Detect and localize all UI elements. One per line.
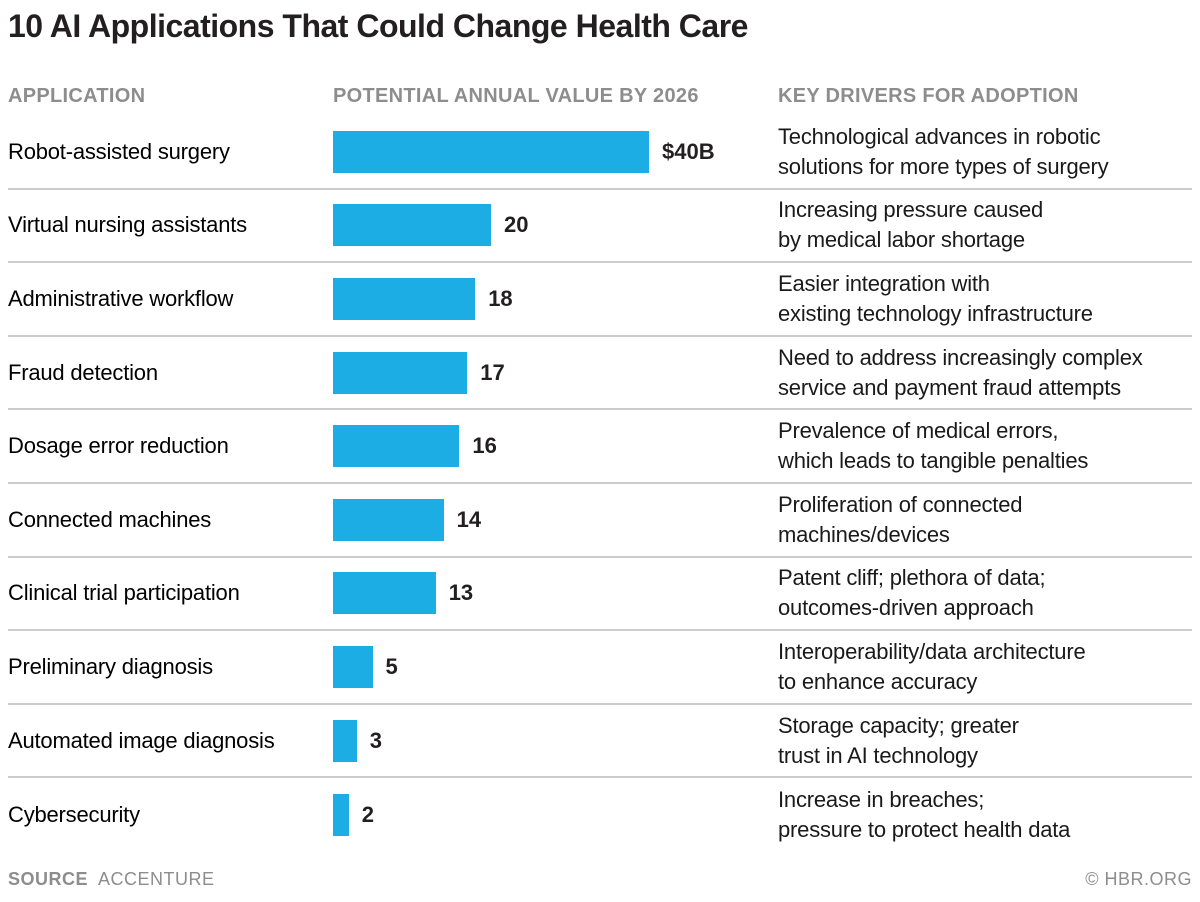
value-bar bbox=[333, 425, 460, 468]
page-title: 10 AI Applications That Could Change Hea… bbox=[8, 8, 748, 44]
bar-cell: 2 bbox=[333, 778, 778, 852]
driver-line: which leads to tangible penalties bbox=[778, 448, 1089, 474]
bar-value-label: 2 bbox=[361, 802, 375, 828]
bar-cell: 17 bbox=[333, 337, 778, 409]
bar-cell: 3 bbox=[333, 705, 778, 777]
driver-text: Increasing pressure caused by medical la… bbox=[778, 195, 1192, 255]
bar-value-label: 18 bbox=[488, 285, 513, 311]
source-label: SOURCE bbox=[8, 868, 89, 889]
driver-line: Increasing pressure caused bbox=[778, 197, 1044, 223]
table-row: Preliminary diagnosis 5 Interoperability… bbox=[8, 631, 1192, 705]
driver-text: Interoperability/data architecture to en… bbox=[778, 637, 1192, 697]
application-label: Administrative workflow bbox=[8, 285, 234, 311]
bar-value-label: 16 bbox=[472, 433, 497, 459]
value-bar bbox=[333, 130, 649, 173]
column-header-application: APPLICATION bbox=[8, 85, 146, 107]
source-attribution: SOURCE ACCENTURE bbox=[8, 869, 215, 890]
credit-label: © HBR.ORG bbox=[1085, 868, 1192, 889]
driver-line: existing technology infrastructure bbox=[778, 300, 1093, 326]
driver-line: to enhance accuracy bbox=[778, 668, 978, 694]
application-label: Dosage error reduction bbox=[8, 433, 229, 459]
driver-text: Proliferation of connected machines/devi… bbox=[778, 490, 1192, 550]
driver-line: Need to address increasingly complex bbox=[778, 344, 1143, 370]
application-label: Automated image diagnosis bbox=[8, 727, 275, 753]
bar-value-label: 20 bbox=[504, 212, 529, 238]
application-label: Fraud detection bbox=[8, 359, 158, 385]
driver-text: Patent cliff; plethora of data; outcomes… bbox=[778, 563, 1192, 623]
value-bar bbox=[333, 719, 357, 762]
bar-value-label: $40B bbox=[662, 138, 715, 164]
driver-line: machines/devices bbox=[778, 521, 950, 547]
application-label: Cybersecurity bbox=[8, 802, 140, 828]
value-bar bbox=[333, 645, 373, 688]
driver-line: outcomes-driven approach bbox=[778, 595, 1034, 621]
value-bar bbox=[333, 204, 491, 247]
application-label: Virtual nursing assistants bbox=[8, 212, 247, 238]
value-bar bbox=[333, 794, 349, 837]
table-row: Automated image diagnosis 3 Storage capa… bbox=[8, 705, 1192, 779]
table-row: Robot-assisted surgery $40B Technologica… bbox=[8, 116, 1192, 190]
chart-rows: Robot-assisted surgery $40B Technologica… bbox=[8, 116, 1192, 852]
column-headers: APPLICATION POTENTIAL ANNUAL VALUE BY 20… bbox=[8, 85, 1192, 108]
bar-cell: 18 bbox=[333, 263, 778, 335]
driver-line: service and payment fraud attempts bbox=[778, 374, 1121, 400]
bar-value-label: 14 bbox=[456, 506, 482, 532]
driver-line: solutions for more types of surgery bbox=[778, 153, 1109, 179]
bar-cell: 16 bbox=[333, 410, 778, 482]
table-row: Virtual nursing assistants 20 Increasing… bbox=[8, 190, 1192, 264]
footer: SOURCE ACCENTURE © HBR.ORG bbox=[8, 869, 1192, 890]
value-bar bbox=[333, 572, 436, 615]
value-bar bbox=[333, 351, 468, 394]
column-header-value: POTENTIAL ANNUAL VALUE BY 2026 bbox=[333, 85, 699, 107]
table-row: Administrative workflow 18 Easier integr… bbox=[8, 263, 1192, 337]
bar-cell: 13 bbox=[333, 558, 778, 630]
driver-line: Patent cliff; plethora of data; bbox=[778, 565, 1046, 591]
source-value: ACCENTURE bbox=[98, 868, 215, 889]
table-row: Cybersecurity 2 Increase in breaches; pr… bbox=[8, 778, 1192, 852]
bar-value-label: 5 bbox=[385, 653, 398, 679]
bar-cell: 5 bbox=[333, 631, 778, 703]
driver-text: Technological advances in robotic soluti… bbox=[778, 122, 1192, 182]
bar-value-label: 13 bbox=[448, 580, 474, 606]
driver-line: Technological advances in robotic bbox=[778, 123, 1101, 149]
driver-line: Prevalence of medical errors, bbox=[778, 418, 1059, 444]
table-row: Connected machines 14 Proliferation of c… bbox=[8, 484, 1192, 558]
driver-line: Increase in breaches; bbox=[778, 787, 985, 813]
column-header-drivers: KEY DRIVERS FOR ADOPTION bbox=[778, 85, 1079, 107]
bar-value-label: 17 bbox=[480, 359, 505, 385]
driver-text: Storage capacity; greater trust in AI te… bbox=[778, 711, 1192, 771]
driver-line: Easier integration with bbox=[778, 270, 990, 296]
driver-text: Increase in breaches; pressure to protec… bbox=[778, 785, 1192, 845]
driver-line: by medical labor shortage bbox=[778, 227, 1025, 253]
driver-line: pressure to protect health data bbox=[778, 817, 1071, 843]
table-row: Clinical trial participation 13 Patent c… bbox=[8, 558, 1192, 632]
driver-text: Easier integration with existing technol… bbox=[778, 269, 1192, 329]
driver-line: Proliferation of connected bbox=[778, 491, 1023, 517]
table-row: Dosage error reduction 16 Prevalence of … bbox=[8, 410, 1192, 484]
application-label: Clinical trial participation bbox=[8, 580, 240, 606]
value-bar bbox=[333, 277, 476, 320]
bar-cell: 14 bbox=[333, 484, 778, 556]
table-row: Fraud detection 17 Need to address incre… bbox=[8, 337, 1192, 411]
driver-line: Storage capacity; greater bbox=[778, 712, 1019, 738]
driver-line: Interoperability/data architecture bbox=[778, 638, 1086, 664]
driver-line: trust in AI technology bbox=[778, 742, 978, 768]
application-label: Preliminary diagnosis bbox=[8, 653, 213, 679]
bar-cell: $40B bbox=[333, 116, 778, 188]
application-label: Robot-assisted surgery bbox=[8, 138, 230, 164]
driver-text: Need to address increasingly complex ser… bbox=[778, 343, 1192, 403]
bar-cell: 20 bbox=[333, 190, 778, 262]
driver-text: Prevalence of medical errors, which lead… bbox=[778, 416, 1192, 476]
bar-value-label: 3 bbox=[369, 727, 382, 753]
value-bar bbox=[333, 498, 444, 541]
application-label: Connected machines bbox=[8, 506, 212, 532]
